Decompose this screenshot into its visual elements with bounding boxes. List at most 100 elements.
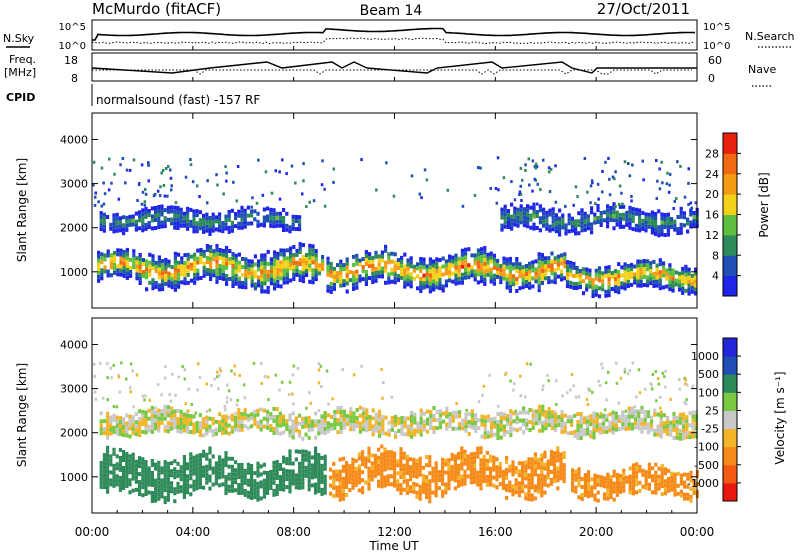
echo-cell [400, 431, 404, 436]
echo-cell [100, 268, 104, 273]
echo-cell [308, 263, 312, 268]
echo-cell [115, 431, 119, 436]
echo-cell [693, 279, 698, 284]
echo-cell [453, 458, 457, 463]
echo-cell [604, 381, 608, 385]
echo-cell [205, 415, 209, 420]
echo-cell [176, 421, 180, 425]
echo-cell [655, 271, 659, 276]
echo-cell [605, 429, 609, 434]
echo-cell [467, 432, 471, 436]
echo-cell [489, 271, 493, 276]
echo-cell [625, 218, 629, 223]
echo-cell [362, 423, 366, 428]
echo-cell [282, 280, 286, 285]
echo-cell [495, 457, 499, 462]
echo-cell [544, 256, 548, 261]
echo-cell [147, 221, 151, 225]
echo-cell [161, 271, 165, 276]
echo-cell [345, 261, 349, 266]
echo-cell [458, 426, 462, 431]
echo-cell [441, 473, 445, 478]
echo-cell [561, 225, 565, 230]
echo-cell [486, 252, 490, 257]
echo-cell [380, 258, 384, 263]
echo-cell [650, 427, 654, 432]
echo-cell [113, 172, 116, 176]
echo-cell [596, 208, 600, 212]
echo-cell [547, 379, 550, 383]
echo-cell [348, 480, 352, 485]
echo-cell [633, 405, 637, 409]
echo-cell [221, 458, 225, 463]
echo-cell [649, 265, 653, 270]
echo-cell [210, 384, 213, 387]
echo-cell [195, 486, 199, 491]
time-x-ticks: 00:00 04:00 08:00 12:00 16:00 20:00 00:00 [75, 46, 714, 539]
echo-cell [621, 422, 625, 427]
echo-cell [242, 383, 246, 387]
echo-cell [558, 208, 562, 213]
echo-cell [177, 260, 181, 265]
echo-cell [415, 494, 419, 499]
echo-cell [276, 275, 280, 280]
echo-cell [150, 226, 154, 231]
echo-cell [656, 432, 660, 437]
echo-cell [677, 271, 682, 276]
echo-cell [317, 362, 321, 366]
echo-cell [115, 478, 119, 483]
echo-cell [218, 475, 222, 480]
echo-cell [326, 268, 330, 273]
echo-cell [154, 426, 158, 431]
echo-cell [128, 462, 132, 467]
echo-cell [658, 395, 662, 399]
echo-cell [393, 280, 397, 285]
echo-cell [601, 287, 605, 292]
echo-cell [122, 215, 126, 220]
echo-cell [441, 461, 445, 466]
echo-cell [444, 486, 448, 491]
echo-cell [551, 219, 555, 224]
echo-cell [486, 272, 490, 277]
echo-cell [638, 391, 642, 395]
echo-cell [650, 218, 654, 223]
echo-cell [170, 184, 173, 188]
echo-cell [647, 486, 651, 491]
echo-cell [596, 474, 600, 479]
echo-cell [189, 472, 193, 477]
echo-cell [314, 486, 318, 491]
freq-unit-label: [MHz] [4, 66, 36, 79]
echo-cell [282, 208, 286, 212]
echo-cell [128, 466, 132, 471]
echo-cell [129, 269, 133, 274]
echo-cell [502, 260, 506, 265]
echo-cell [166, 477, 170, 482]
echo-cell [166, 473, 170, 478]
echo-cell [393, 264, 397, 269]
echo-cell [329, 467, 333, 472]
echo-cell [383, 459, 387, 464]
echo-cell [528, 408, 532, 412]
echo-cell [655, 267, 659, 272]
echo-cell [534, 259, 538, 264]
echo-cell [546, 373, 549, 377]
echo-cell [464, 267, 468, 272]
echo-cell [132, 265, 136, 270]
echo-cell [684, 276, 688, 281]
echo-cell [102, 465, 106, 470]
echo-cell [358, 278, 362, 283]
cpid-label: CPID [6, 91, 35, 104]
echo-cell [480, 247, 484, 252]
echo-cell [390, 267, 394, 272]
echo-cell [102, 457, 106, 462]
echo-cell [592, 419, 596, 424]
echo-cell [157, 476, 161, 481]
echo-cell [182, 475, 186, 479]
echo-cell [341, 468, 345, 473]
echo-cell [640, 405, 644, 410]
echo-cell [262, 494, 266, 499]
echo-cell [486, 434, 490, 439]
echo-cell [659, 434, 663, 439]
echo-cell [513, 210, 517, 215]
echo-cell [351, 481, 355, 486]
